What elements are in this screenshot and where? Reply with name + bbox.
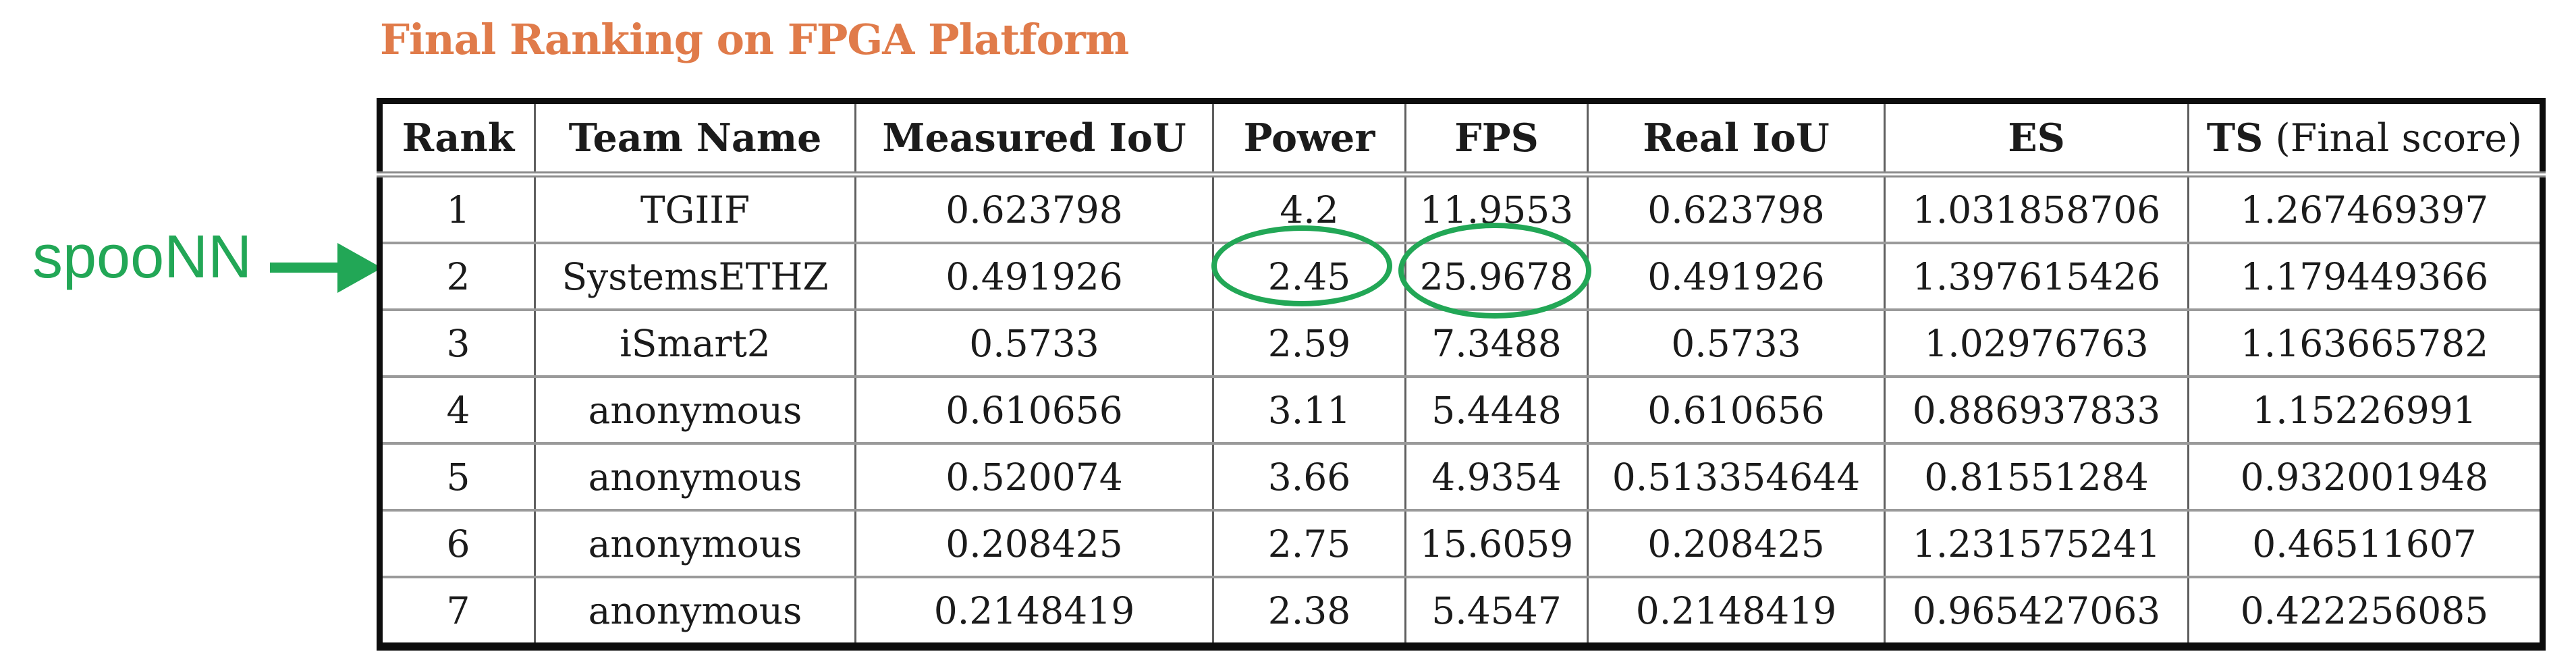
cell-rank: 2	[379, 242, 535, 310]
cell-power: 3.66	[1212, 442, 1406, 510]
cell-real-iou: 0.513354644	[1587, 442, 1885, 510]
cell-ts: 1.267469397	[2187, 174, 2543, 243]
cell-rank: 3	[379, 308, 535, 377]
cell-ts: 1.15226991	[2187, 375, 2543, 443]
cell-fps: 15.6059	[1404, 509, 1588, 577]
cell-real-iou: 0.208425	[1587, 509, 1885, 577]
cell-team: anonymous	[534, 509, 856, 577]
table-row: 6 anonymous 0.208425 2.75 15.6059 0.2084…	[379, 509, 2543, 577]
cell-measured-iou: 0.491926	[854, 242, 1213, 310]
ranking-table-wrap: Rank Team Name Measured IoU Power FPS Re…	[377, 98, 2546, 651]
cell-real-iou: 0.491926	[1587, 242, 1885, 310]
cell-es: 1.02976763	[1884, 308, 2189, 377]
col-header-ts: TS (Final score)	[2187, 101, 2543, 177]
table-row: 7 anonymous 0.2148419 2.38 5.4547 0.2148…	[379, 576, 2543, 647]
cell-measured-iou: 0.610656	[854, 375, 1213, 443]
col-header-es: ES	[1884, 101, 2189, 177]
cell-ts: 0.932001948	[2187, 442, 2543, 510]
cell-real-iou: 0.610656	[1587, 375, 1885, 443]
cell-real-iou: 0.623798	[1587, 174, 1885, 243]
cell-team: SystemsETHZ	[534, 242, 856, 310]
cell-fps: 5.4448	[1404, 375, 1588, 443]
cell-team: TGIIF	[534, 174, 856, 243]
cell-ts: 0.422256085	[2187, 576, 2543, 647]
cell-fps: 5.4547	[1404, 576, 1588, 647]
cell-es: 1.397615426	[1884, 242, 2189, 310]
cell-fps: 25.9678	[1404, 242, 1588, 310]
table-row: 4 anonymous 0.610656 3.11 5.4448 0.61065…	[379, 375, 2543, 443]
cell-es: 1.231575241	[1884, 509, 2189, 577]
cell-measured-iou: 0.520074	[854, 442, 1213, 510]
cell-real-iou: 0.2148419	[1587, 576, 1885, 647]
table-row: 1 TGIIF 0.623798 4.2 11.9553 0.623798 1.…	[380, 174, 2543, 243]
right-arrow-icon	[270, 243, 382, 293]
ts-rest-label: (Final score)	[2263, 115, 2523, 161]
cell-rank: 6	[379, 509, 535, 577]
cell-measured-iou: 0.623798	[854, 174, 1213, 243]
cell-team: iSmart2	[534, 308, 856, 377]
cell-fps: 7.3488	[1404, 308, 1588, 377]
table-row: 5 anonymous 0.520074 3.66 4.9354 0.51335…	[379, 442, 2543, 510]
cell-ts: 0.46511607	[2187, 509, 2543, 577]
table-header-row: Rank Team Name Measured IoU Power FPS Re…	[379, 101, 2543, 177]
annotation-label: spooNN	[32, 223, 252, 291]
cell-power: 3.11	[1212, 375, 1406, 443]
cell-rank: 7	[379, 576, 535, 647]
cell-power: 2.45	[1212, 242, 1406, 310]
col-header-team-name: Team Name	[534, 101, 856, 177]
cell-real-iou: 0.5733	[1587, 308, 1885, 377]
cell-power: 2.38	[1212, 576, 1406, 647]
table-row: 3 iSmart2 0.5733 2.59 7.3488 0.5733 1.02…	[379, 308, 2543, 377]
ranking-table: Rank Team Name Measured IoU Power FPS Re…	[377, 98, 2546, 651]
cell-ts: 1.179449366	[2187, 242, 2543, 310]
cell-team: anonymous	[534, 576, 856, 647]
ts-bold-label: TS	[2206, 115, 2264, 161]
cell-fps: 4.9354	[1404, 442, 1588, 510]
col-header-power: Power	[1212, 101, 1406, 177]
cell-es: 1.031858706	[1884, 174, 2189, 243]
cell-power: 4.2	[1212, 174, 1406, 243]
col-header-fps: FPS	[1404, 101, 1588, 177]
cell-measured-iou: 0.5733	[854, 308, 1213, 377]
cell-es: 0.81551284	[1884, 442, 2189, 510]
cell-team: anonymous	[534, 375, 856, 443]
cell-power: 2.59	[1212, 308, 1406, 377]
cell-rank: 1	[446, 188, 470, 231]
col-header-real-iou: Real IoU	[1587, 101, 1885, 177]
page-title: Final Ranking on FPGA Platform	[380, 15, 1129, 64]
table-row-highlighted: 2 SystemsETHZ 0.491926 2.45 25.9678 0.49…	[379, 242, 2543, 310]
cell-es: 0.886937833	[1884, 375, 2189, 443]
cell-es: 0.965427063	[1884, 576, 2189, 647]
cell-measured-iou: 0.2148419	[854, 576, 1213, 647]
col-header-measured-iou: Measured IoU	[854, 101, 1213, 177]
cell-ts: 1.163665782	[2187, 308, 2543, 377]
cell-team: anonymous	[534, 442, 856, 510]
cell-rank: 5	[379, 442, 535, 510]
cell-rank: 4	[379, 375, 535, 443]
cell-fps: 11.9553	[1404, 174, 1588, 243]
cell-power: 2.75	[1212, 509, 1406, 577]
col-header-rank: Rank	[379, 101, 535, 177]
cell-measured-iou: 0.208425	[854, 509, 1213, 577]
